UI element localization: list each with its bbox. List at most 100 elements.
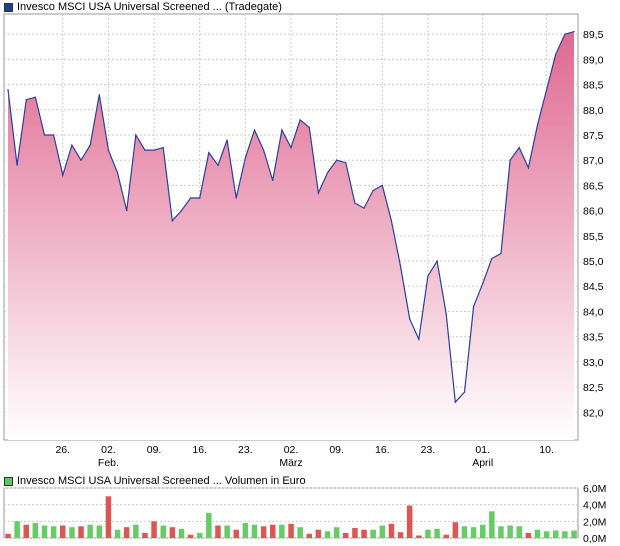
volume-bar xyxy=(60,525,66,538)
price-point xyxy=(473,305,475,307)
x-tick-sublabel: März xyxy=(279,457,302,469)
price-point xyxy=(399,265,402,267)
price-point xyxy=(171,220,173,222)
volume-bar xyxy=(206,513,212,538)
x-tick-label: 16. xyxy=(192,444,207,456)
volume-bar xyxy=(425,529,431,538)
volume-bar xyxy=(498,526,504,538)
volume-bar xyxy=(5,533,11,538)
price-point xyxy=(536,124,539,126)
volume-bar xyxy=(324,531,331,538)
volume-bar xyxy=(96,525,103,538)
price-point xyxy=(564,33,566,35)
price-point xyxy=(500,252,502,255)
volume-legend-label: Invesco MSCI USA Universal Screened ... … xyxy=(17,475,306,487)
price-point xyxy=(354,202,356,204)
volume-bar xyxy=(534,529,541,538)
volume-bar xyxy=(41,525,48,538)
volume-bar xyxy=(516,526,522,538)
price-point xyxy=(381,184,383,186)
price-y-tick-label: 84,0 xyxy=(583,306,604,318)
price-point xyxy=(390,220,392,222)
price-y-tick-label: 85,0 xyxy=(583,256,604,268)
price-point xyxy=(546,89,548,91)
price-point xyxy=(126,210,128,212)
volume-y-tick-label: 6,0M xyxy=(583,483,606,495)
volume-bar xyxy=(215,525,221,538)
price-point xyxy=(62,174,64,176)
volume-y-tick-label: 2,0M xyxy=(583,516,606,528)
price-point xyxy=(509,159,511,161)
volume-bar xyxy=(142,533,148,538)
price-point xyxy=(7,89,9,91)
price-point xyxy=(153,149,155,151)
price-point xyxy=(308,126,310,128)
volume-bar xyxy=(434,528,440,538)
price-point xyxy=(16,164,18,166)
volume-bar xyxy=(78,526,84,538)
price-point xyxy=(71,144,73,146)
price-point xyxy=(409,318,411,320)
price-y-tick-label: 85,5 xyxy=(583,231,604,243)
price-y-tick-label: 89,0 xyxy=(583,54,604,66)
x-tick-label: 23. xyxy=(421,444,436,456)
volume-bar xyxy=(178,528,185,538)
price-y-tick-label: 83,5 xyxy=(583,332,604,344)
volume-bar xyxy=(388,523,395,538)
volume-bar xyxy=(151,521,157,538)
volume-legend: Invesco MSCI USA Universal Screened ... … xyxy=(4,474,306,488)
price-point xyxy=(272,179,274,181)
volume-bar xyxy=(525,533,532,538)
price-point xyxy=(418,338,420,340)
price-legend-swatch xyxy=(4,2,13,12)
volume-bar xyxy=(543,531,550,538)
price-point xyxy=(244,157,246,159)
price-point xyxy=(217,164,219,166)
volume-bar xyxy=(333,527,340,538)
volume-y-tick-label: 4,0M xyxy=(583,500,606,512)
price-point xyxy=(299,119,301,121)
price-point xyxy=(263,149,265,151)
volume-bar xyxy=(224,525,230,538)
price-y-tick-label: 87,5 xyxy=(583,130,604,142)
x-tick-sublabel: Feb. xyxy=(98,457,119,469)
x-tick-label: 23. xyxy=(238,444,253,456)
price-y-tick-label: 88,0 xyxy=(583,105,604,117)
volume-bar xyxy=(105,496,112,538)
price-point xyxy=(190,197,192,199)
price-point xyxy=(427,275,429,277)
volume-bar xyxy=(169,527,176,538)
price-point xyxy=(253,129,256,131)
volume-bar xyxy=(50,526,57,538)
volume-bar xyxy=(406,505,413,538)
price-point xyxy=(43,134,46,136)
volume-bar xyxy=(397,532,404,538)
volume-y-tick-label: 0,0M xyxy=(583,533,606,545)
price-y-tick-label: 83,0 xyxy=(583,357,604,369)
price-point xyxy=(345,162,347,164)
price-point xyxy=(445,313,447,315)
price-point xyxy=(482,283,484,285)
volume-bar xyxy=(489,511,495,538)
price-y-tick-label: 89,5 xyxy=(583,29,604,41)
price-point xyxy=(89,144,91,146)
volume-legend-swatch xyxy=(4,476,13,486)
price-point xyxy=(573,31,575,33)
volume-bar xyxy=(571,530,577,538)
volume-bar xyxy=(315,529,322,538)
price-legend: Invesco MSCI USA Universal Screened ... … xyxy=(4,0,282,14)
volume-bar xyxy=(306,533,312,538)
price-point xyxy=(527,167,530,169)
volume-bar xyxy=(379,525,386,538)
price-point xyxy=(317,192,319,194)
volume-bar xyxy=(416,535,422,538)
x-tick-label: 26. xyxy=(55,444,70,456)
price-point xyxy=(116,172,119,174)
price-point xyxy=(491,257,493,260)
price-point xyxy=(326,172,329,174)
price-point xyxy=(98,94,100,96)
price-y-tick-label: 84,5 xyxy=(583,281,604,293)
x-tick-label: 16. xyxy=(375,444,390,456)
price-point xyxy=(80,159,82,161)
